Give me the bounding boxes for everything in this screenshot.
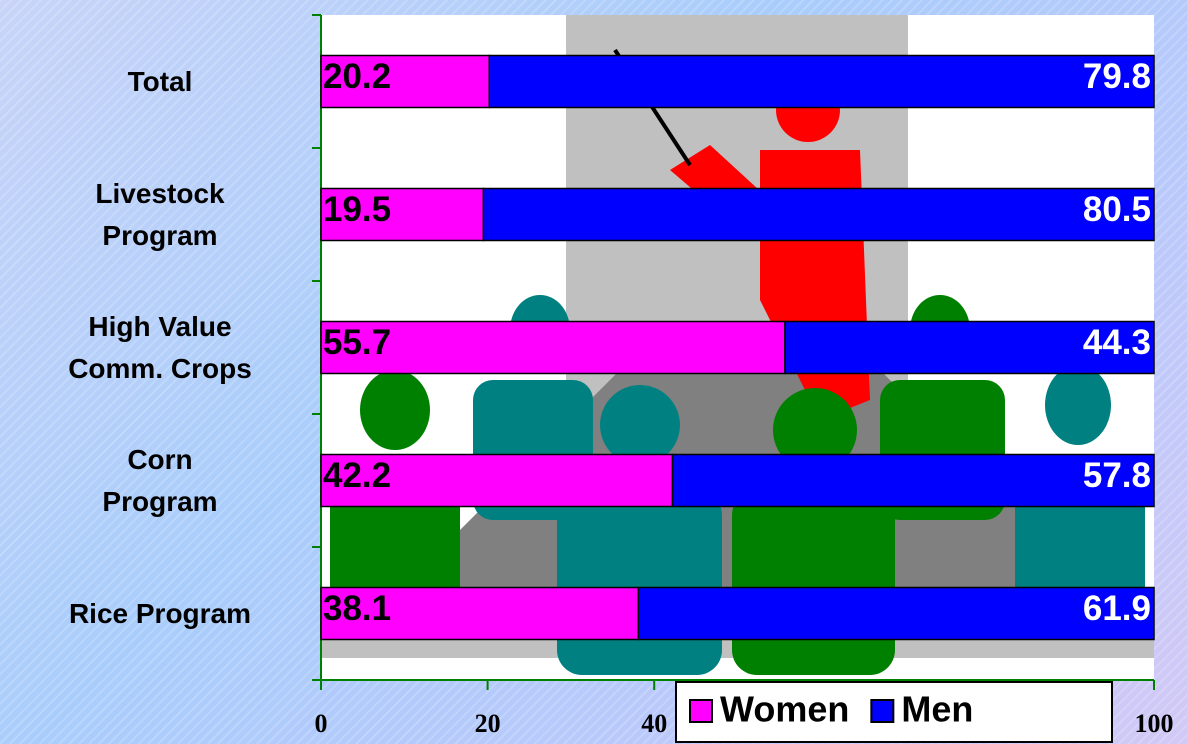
value-label: 38.1 [323,589,391,628]
bar-segment [489,56,1154,108]
category-label: Corn Program [102,439,217,523]
value-label: 61.9 [1083,589,1151,628]
value-label: 57.8 [1083,456,1151,495]
value-label: 19.5 [323,190,391,229]
category-label: High Value Comm. Crops [68,306,252,390]
x-tick-label: 40 [641,709,667,738]
x-tick-label: 0 [315,709,328,738]
value-label: 20.2 [323,57,391,96]
legend-label: Men [901,689,973,730]
value-label: 42.2 [323,456,391,495]
slide: 02040608010020.279.819.580.555.744.342.2… [0,0,1187,744]
value-label: 44.3 [1083,323,1151,362]
legend: Women Men [676,682,1112,742]
category-label: Livestock Program [95,173,224,257]
bar-segment [638,588,1154,640]
bar-segment [483,189,1154,241]
category-label: Rice Program [69,593,251,635]
x-tick-label: 20 [475,709,501,738]
legend-swatch [871,700,893,722]
category-label: Total [128,61,193,103]
value-label: 80.5 [1083,190,1151,229]
legend-label: Women [720,689,849,730]
value-label: 79.8 [1083,57,1151,96]
value-label: 55.7 [323,323,391,362]
bar-segment [673,455,1154,507]
legend-swatch [690,700,712,722]
x-tick-label: 100 [1135,709,1174,738]
